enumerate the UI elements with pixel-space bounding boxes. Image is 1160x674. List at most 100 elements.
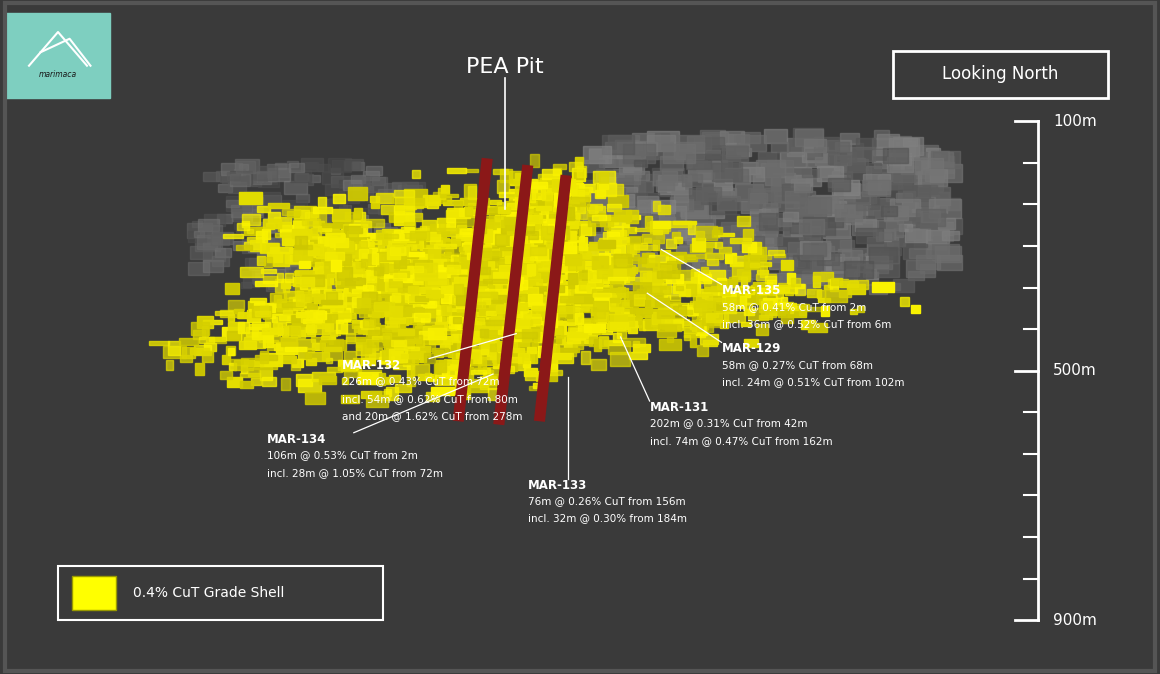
Bar — [513, 242, 534, 246]
Bar — [890, 248, 901, 255]
Bar — [485, 208, 506, 214]
Bar — [322, 294, 342, 301]
Bar — [418, 268, 434, 278]
Bar — [399, 277, 407, 287]
Bar — [358, 252, 380, 262]
Bar — [409, 284, 427, 290]
Bar — [391, 292, 405, 297]
Bar — [488, 295, 502, 305]
Bar — [391, 271, 409, 280]
Bar — [536, 206, 551, 210]
Bar — [425, 246, 433, 258]
Bar — [546, 226, 568, 234]
Bar — [690, 301, 706, 311]
Bar — [423, 195, 440, 205]
Bar — [575, 156, 582, 168]
Bar — [587, 193, 604, 204]
Text: 226m @ 0.43% CuT from 72m: 226m @ 0.43% CuT from 72m — [342, 376, 500, 386]
Text: marimaca: marimaca — [39, 69, 77, 79]
Bar — [581, 297, 595, 307]
Bar — [414, 257, 429, 264]
Bar — [528, 319, 541, 324]
Bar — [428, 195, 451, 203]
Bar — [432, 348, 448, 353]
Bar — [479, 281, 496, 290]
Bar — [461, 270, 483, 283]
Bar — [586, 278, 602, 285]
Bar — [563, 183, 582, 193]
Bar — [516, 360, 524, 370]
Bar — [427, 265, 434, 274]
Bar — [494, 355, 502, 367]
Bar — [394, 256, 406, 268]
Bar — [657, 271, 679, 278]
Bar — [593, 243, 606, 251]
Bar — [726, 142, 749, 156]
Bar — [415, 275, 436, 280]
Bar — [828, 153, 847, 164]
Bar — [754, 284, 768, 290]
Bar — [336, 255, 349, 260]
Bar — [290, 226, 306, 235]
Bar — [428, 277, 440, 285]
Bar — [406, 262, 421, 270]
Bar — [774, 188, 798, 202]
Bar — [492, 316, 512, 328]
Bar — [249, 228, 270, 241]
Bar — [464, 185, 476, 197]
Bar — [461, 232, 481, 236]
Bar — [572, 190, 583, 200]
Bar — [385, 259, 392, 272]
Bar — [324, 264, 343, 270]
Bar — [647, 255, 665, 266]
Bar — [469, 275, 487, 282]
Bar — [283, 241, 298, 250]
Bar — [362, 177, 386, 191]
Bar — [391, 261, 401, 267]
Bar — [645, 315, 660, 328]
Bar — [523, 251, 532, 262]
Bar — [594, 318, 606, 330]
Bar — [316, 311, 326, 319]
Bar — [341, 308, 351, 320]
Bar — [191, 321, 209, 335]
Bar — [878, 175, 902, 189]
Bar — [457, 269, 477, 282]
Bar — [445, 270, 461, 278]
Bar — [280, 230, 298, 240]
Bar — [290, 260, 300, 266]
Bar — [302, 236, 320, 245]
Bar — [357, 370, 380, 377]
Bar — [732, 261, 763, 279]
Bar — [449, 296, 456, 305]
Bar — [164, 346, 187, 358]
Bar — [457, 265, 464, 272]
Bar — [514, 303, 525, 315]
Bar — [476, 235, 498, 246]
Bar — [476, 207, 481, 220]
Bar — [630, 308, 652, 313]
Bar — [581, 276, 600, 283]
Bar — [267, 306, 275, 317]
Bar — [242, 332, 260, 340]
Bar — [498, 307, 515, 319]
Bar — [542, 169, 560, 179]
Bar — [581, 190, 607, 205]
Bar — [933, 245, 959, 260]
Text: MAR-129: MAR-129 — [722, 342, 781, 355]
Bar — [630, 300, 650, 306]
Bar — [530, 203, 539, 211]
Bar — [438, 282, 452, 290]
Bar — [401, 230, 422, 242]
Bar — [498, 266, 516, 270]
Bar — [893, 137, 923, 155]
Bar — [454, 353, 476, 362]
Bar — [633, 160, 645, 166]
Bar — [363, 327, 379, 334]
Bar — [474, 349, 487, 353]
Bar — [466, 352, 484, 361]
Bar — [463, 273, 483, 285]
Bar — [415, 286, 438, 293]
Bar — [340, 244, 363, 254]
Bar — [403, 259, 425, 272]
